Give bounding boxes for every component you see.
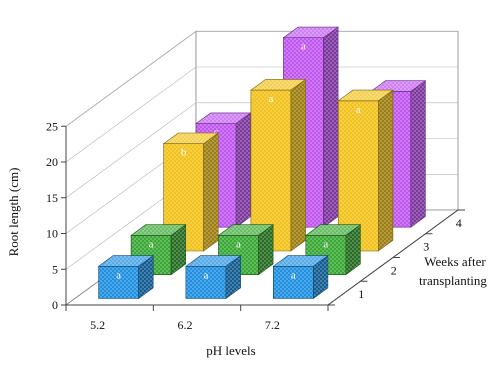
z-tick-label: 1 xyxy=(358,287,364,301)
bar-week-3-ph-7.2: a xyxy=(337,89,394,252)
y-tick-label: 5 xyxy=(52,262,58,276)
z-tick-label: 4 xyxy=(456,216,462,230)
bar-letter-label: a xyxy=(323,238,328,250)
bar-top-face xyxy=(184,255,242,267)
bar-top-face xyxy=(130,224,187,236)
bar-top-face xyxy=(272,255,329,267)
y-tick-label: 25 xyxy=(46,119,58,133)
bar-letter-label: a xyxy=(203,269,208,281)
y-axis-title: Root length (cm) xyxy=(6,168,21,257)
chart-axes: 0 5 10 15 20 25 5.2 6.2 7.2 1 2 3 4 xyxy=(46,119,465,332)
bar-side-face xyxy=(377,89,394,252)
bar-letter-label: a xyxy=(301,41,306,53)
bar-top-face xyxy=(162,132,220,144)
z-axis-title-line2: transplanting xyxy=(419,273,487,288)
x-tick-label: 5.2 xyxy=(90,318,105,332)
bar-week-3-ph-6.2: a xyxy=(249,78,307,252)
bar-letter-label: a xyxy=(116,269,121,281)
bar-top-face xyxy=(304,224,362,236)
bar-letter-label: a xyxy=(268,93,273,105)
chart-bars: cabbaaaaaaaa xyxy=(97,26,427,300)
bar-week-2-ph-7.2: a xyxy=(304,224,362,276)
bar-letter-label: a xyxy=(356,104,361,116)
bar-top-face xyxy=(369,80,427,92)
bar-week-1-ph-5.2: a xyxy=(97,255,155,300)
y-tick-label: 0 xyxy=(52,298,58,312)
bar-side-face xyxy=(203,132,219,252)
bar-top-face xyxy=(97,255,155,267)
bar-top-face xyxy=(337,89,394,102)
bar-letter-label: b xyxy=(181,147,187,159)
bar-side-face xyxy=(410,80,426,228)
x-axis-title: pH levels xyxy=(206,343,255,358)
bar-side-face xyxy=(235,112,251,228)
bar-side-face xyxy=(323,26,339,228)
z-tick-label: 3 xyxy=(423,240,429,254)
bar-letter-label: a xyxy=(149,238,154,250)
bar-side-face xyxy=(290,78,306,252)
bar-week-1-ph-6.2: a xyxy=(184,255,242,300)
z-tick-label: 2 xyxy=(391,263,397,277)
gridline xyxy=(65,66,458,163)
z-axis-title-line1: Weeks after xyxy=(424,254,486,269)
bar-letter-label: a xyxy=(236,238,241,250)
y-tick-label: 15 xyxy=(46,191,58,205)
bar-letter-label: c xyxy=(214,127,219,139)
bar-top-face xyxy=(217,224,275,236)
x-tick-label: 7.2 xyxy=(265,318,280,332)
y-tick-label: 10 xyxy=(46,227,58,241)
gridline xyxy=(65,30,458,127)
bar-letter-label: a xyxy=(291,269,296,281)
y-tick-label: 20 xyxy=(46,155,58,169)
bar-top-face xyxy=(282,26,340,39)
bar-week-3-ph-5.2: b xyxy=(162,132,220,252)
x-tick-label: 6.2 xyxy=(178,318,193,332)
bar-week-1-ph-7.2: a xyxy=(272,255,329,300)
bar-top-face xyxy=(249,79,307,91)
